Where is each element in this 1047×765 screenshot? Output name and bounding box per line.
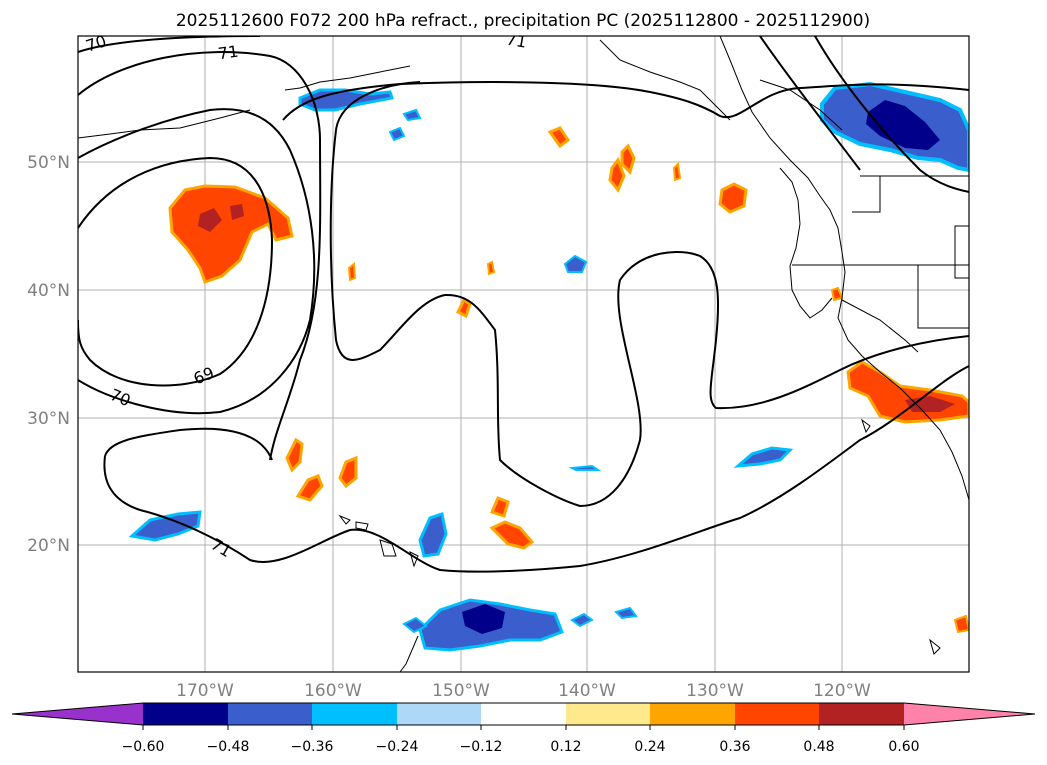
precip-core-central-north-pacific-2 <box>230 204 244 220</box>
precip-blob-small-4 <box>953 614 969 634</box>
precip-blob-gulf-west <box>718 182 748 214</box>
colorbar-tick-label: −0.36 <box>291 739 334 755</box>
precip-blob-north-1 <box>547 126 571 149</box>
precip-blob-hawaii-east <box>418 512 448 558</box>
precip-core-baja <box>905 396 955 412</box>
precip-blob-central <box>455 297 472 319</box>
colorbar-tick-label: 0.60 <box>888 739 919 755</box>
colorbar-ticks <box>142 725 905 730</box>
contour-label-71-top-right: 71 <box>505 29 528 51</box>
colorbar-bin <box>735 703 819 725</box>
colorbar-tick-label: −0.12 <box>460 739 503 755</box>
precip-blob-east-low <box>733 446 794 468</box>
colorbar: −0.60 −0.48 −0.36 −0.24 −0.12 0.12 0.24 … <box>11 702 1036 755</box>
precip-core-south-central <box>462 604 505 634</box>
precip-blob-small-blue-2 <box>402 108 422 122</box>
colorbar-bin <box>650 703 735 725</box>
colorbar-tick-label: −0.48 <box>207 739 250 755</box>
lon-label: 120°W <box>813 681 871 701</box>
colorbar-tick-label: −0.24 <box>376 739 419 755</box>
precip-core-central-north-pacific <box>198 208 222 232</box>
precip-blob-small-blue-3 <box>570 612 594 628</box>
colorbar-tick-label: −0.60 <box>122 739 165 755</box>
precip-blob-north-3 <box>620 143 636 175</box>
lat-label: 40°N <box>27 281 70 301</box>
colorbar-bin <box>143 703 228 725</box>
colorbar-bin <box>481 703 566 725</box>
precip-blob-small-blue-4 <box>614 606 638 620</box>
colorbar-extend-high <box>904 703 1035 725</box>
colorbar-bin <box>819 703 904 725</box>
map-area <box>78 36 969 672</box>
lon-label: 140°W <box>558 681 616 701</box>
precip-core-gulf-of-alaska <box>866 100 940 150</box>
lon-label: 160°W <box>304 681 362 701</box>
precip-blob-aleutian-north <box>298 88 394 112</box>
colorbar-bin <box>312 703 397 725</box>
colorbar-tick-label: 0.24 <box>634 739 665 755</box>
precip-blob-small-1 <box>347 262 357 282</box>
precip-negative-areas <box>128 81 969 652</box>
longitude-labels: 170°W 160°W 150°W 140°W 130°W 120°W <box>176 681 871 701</box>
precip-blob-east-hawaii-2 <box>489 520 535 550</box>
map-frame <box>77 35 970 673</box>
precip-blob-small-blue-5 <box>568 464 602 471</box>
precip-blob-mid <box>563 254 588 273</box>
precip-blob-small-blue-1 <box>388 126 406 142</box>
precip-blob-west-south <box>128 510 202 542</box>
precip-blob-central-north-pacific <box>168 184 294 284</box>
precip-blob-hawaii-west-2 <box>295 474 324 502</box>
colorbar-bin <box>228 703 312 725</box>
colorbar-tick-label: 0.48 <box>803 739 834 755</box>
lon-label: 130°W <box>686 681 744 701</box>
map-title: 2025112600 F072 200 hPa refract., precip… <box>176 11 870 31</box>
lat-label: 20°N <box>27 536 70 556</box>
contour-label-71-top: 71 <box>217 42 240 64</box>
colorbar-bin <box>397 703 481 725</box>
colorbar-extend-low <box>12 703 143 725</box>
precip-blob-small-2 <box>672 161 682 182</box>
precip-blob-hawaii-west-1 <box>285 437 304 473</box>
precip-blob-small-5 <box>486 260 496 276</box>
refractivity-contours <box>78 36 969 573</box>
contour-label-70-top: 70 <box>83 31 108 55</box>
lat-label: 30°N <box>27 409 70 429</box>
colorbar-bin <box>566 703 650 725</box>
precip-blob-east-hawaii <box>489 496 510 518</box>
latitude-labels: 50°N 40°N 30°N 20°N <box>27 153 70 556</box>
colorbar-tick-label: 0.36 <box>719 739 750 755</box>
lat-label: 50°N <box>27 153 70 173</box>
precip-blob-small-blue-6 <box>402 616 428 634</box>
precip-blob-north-2 <box>608 156 626 193</box>
colorbar-tick-label: 0.12 <box>550 739 581 755</box>
lon-label: 150°W <box>432 681 490 701</box>
precip-blob-hawaii-west-3 <box>338 455 358 489</box>
lon-label: 170°W <box>176 681 234 701</box>
